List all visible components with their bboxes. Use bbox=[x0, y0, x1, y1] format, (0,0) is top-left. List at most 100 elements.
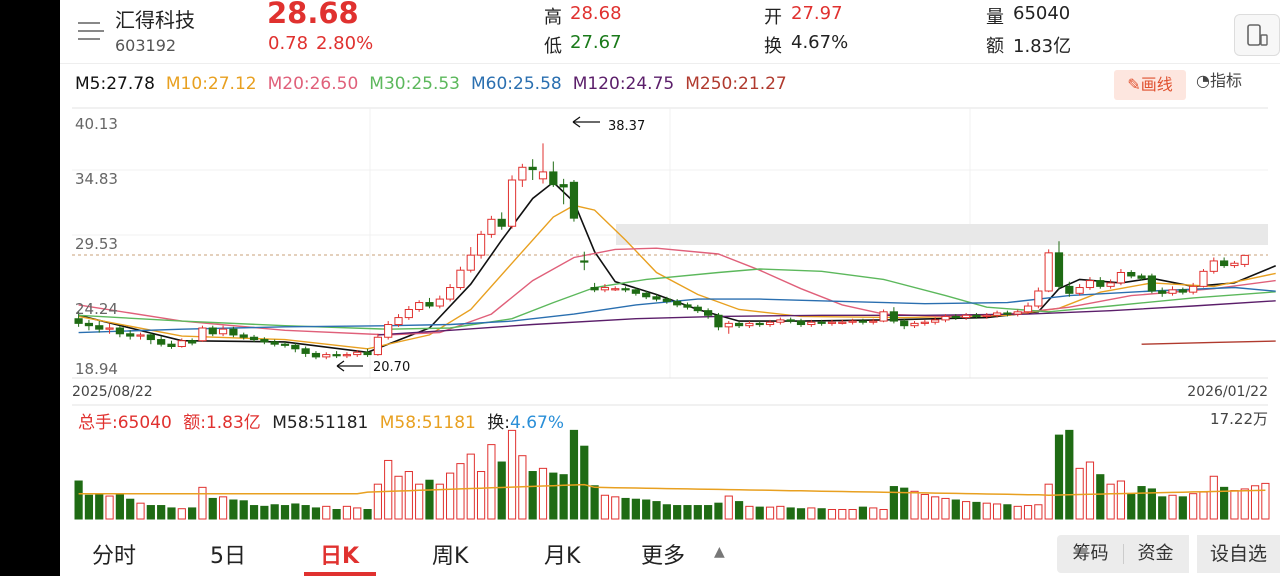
volume-bar bbox=[373, 483, 382, 520]
candle-body bbox=[435, 298, 444, 307]
volume-bar bbox=[621, 497, 630, 520]
candle-body bbox=[817, 321, 826, 324]
tab-daily-k[interactable]: 日K bbox=[320, 544, 360, 569]
open-value: 27.97 bbox=[791, 3, 843, 24]
candle-body bbox=[518, 166, 527, 181]
volume-bar bbox=[1054, 434, 1064, 520]
volume-bar bbox=[838, 509, 847, 520]
tab-monthly-k[interactable]: 月K bbox=[544, 544, 581, 569]
draw-line-button[interactable]: ✎画线 bbox=[1114, 70, 1186, 100]
volume-bar bbox=[363, 509, 372, 520]
volume-bar bbox=[1209, 475, 1218, 520]
volume-bar bbox=[1147, 488, 1156, 520]
candle bbox=[363, 348, 372, 357]
candle-body bbox=[476, 233, 486, 256]
candle bbox=[982, 312, 991, 319]
volume-bar bbox=[74, 480, 83, 520]
active-tab-indicator bbox=[304, 572, 376, 576]
ma-legend-item: M10:27.12 bbox=[165, 74, 257, 94]
candle bbox=[136, 332, 145, 340]
phone-rotate-icon bbox=[1247, 24, 1268, 46]
candle bbox=[157, 336, 166, 347]
candle-body bbox=[177, 340, 186, 347]
tab-intraday[interactable]: 分时 bbox=[92, 544, 137, 569]
candle-body bbox=[280, 343, 290, 346]
volume-bar bbox=[673, 505, 682, 520]
volume-bars bbox=[74, 429, 1270, 520]
add-to-watchlist-button[interactable]: 设自选 bbox=[1197, 535, 1280, 573]
candle bbox=[931, 317, 940, 325]
candle bbox=[1075, 284, 1084, 296]
volume-turnover-value: 4.67% bbox=[509, 413, 564, 433]
candle-body bbox=[1240, 254, 1249, 265]
candle-body bbox=[704, 310, 713, 316]
funds-button[interactable]: 资金 bbox=[1137, 543, 1174, 564]
chips-button[interactable]: 筹码 bbox=[1072, 543, 1109, 564]
candle bbox=[941, 314, 950, 323]
volume-bar bbox=[910, 490, 919, 520]
volume-max-label: 17.22万 bbox=[1210, 410, 1268, 428]
candle-body bbox=[611, 288, 620, 291]
caret-up-icon[interactable]: ▲ bbox=[714, 544, 725, 560]
candle-body bbox=[590, 287, 599, 291]
landscape-toggle-button[interactable] bbox=[1234, 14, 1280, 56]
kline-chart[interactable]: 40.13 34.83 29.53 24.24 18.94 2025/08/22… bbox=[60, 100, 1280, 520]
candle-body bbox=[827, 321, 837, 324]
volume-bar bbox=[951, 499, 960, 520]
ma-line-m120 bbox=[377, 300, 1276, 336]
volume-bar bbox=[126, 498, 135, 520]
candle bbox=[642, 290, 651, 300]
volume-bar bbox=[776, 505, 785, 520]
stock-code: 603192 bbox=[115, 36, 177, 55]
candle bbox=[332, 351, 341, 359]
volume-bar bbox=[425, 479, 434, 520]
gauge-icon: ◔ bbox=[1196, 71, 1210, 90]
indicator-button[interactable]: ◔指标 bbox=[1196, 70, 1242, 92]
candle bbox=[394, 314, 403, 327]
candle-body bbox=[1220, 260, 1229, 267]
candle-body bbox=[528, 166, 537, 171]
candle-body bbox=[879, 311, 888, 322]
candle-body bbox=[900, 320, 909, 327]
volume-bar bbox=[611, 496, 620, 520]
candle-body bbox=[1199, 270, 1208, 287]
volume-turnover-label: 换: bbox=[487, 413, 510, 433]
candle-body bbox=[332, 354, 341, 357]
tab-5day[interactable]: 5日 bbox=[210, 544, 246, 569]
volume-bar bbox=[146, 505, 155, 520]
candle-body bbox=[322, 354, 331, 358]
candle bbox=[1013, 309, 1022, 317]
turnover-value: 4.67% bbox=[791, 32, 849, 53]
volume-bar bbox=[322, 505, 331, 520]
candle-body bbox=[260, 339, 269, 343]
candle-body bbox=[1137, 275, 1146, 279]
candle-body bbox=[446, 287, 455, 300]
volume-bar bbox=[384, 459, 393, 520]
volume-bar bbox=[580, 445, 589, 520]
candle bbox=[425, 297, 434, 309]
candle bbox=[1085, 277, 1095, 290]
indicator-label: 指标 bbox=[1209, 71, 1242, 90]
candle-body bbox=[208, 327, 217, 335]
candle bbox=[549, 161, 558, 187]
candle bbox=[693, 304, 702, 313]
candle bbox=[838, 319, 847, 325]
volume-bar bbox=[1137, 486, 1146, 520]
candle bbox=[1044, 249, 1053, 293]
tab-weekly-k[interactable]: 周K bbox=[432, 544, 469, 569]
volume-bar bbox=[528, 471, 537, 520]
volume-bar bbox=[931, 496, 940, 520]
candle-body bbox=[580, 260, 589, 263]
candle bbox=[74, 310, 83, 327]
volume-bar bbox=[136, 502, 145, 520]
menu-icon[interactable] bbox=[78, 22, 100, 24]
candle bbox=[848, 318, 857, 325]
volume-bar bbox=[1220, 486, 1229, 520]
candle-body bbox=[95, 325, 104, 330]
volume-bar bbox=[157, 505, 166, 520]
candle-body bbox=[466, 254, 475, 271]
ma-legend-item: M20:26.50 bbox=[267, 74, 359, 94]
volume-ma-line bbox=[78, 483, 1266, 497]
price-tick: 18.94 bbox=[75, 360, 118, 378]
tab-more[interactable]: 更多 bbox=[641, 544, 686, 569]
